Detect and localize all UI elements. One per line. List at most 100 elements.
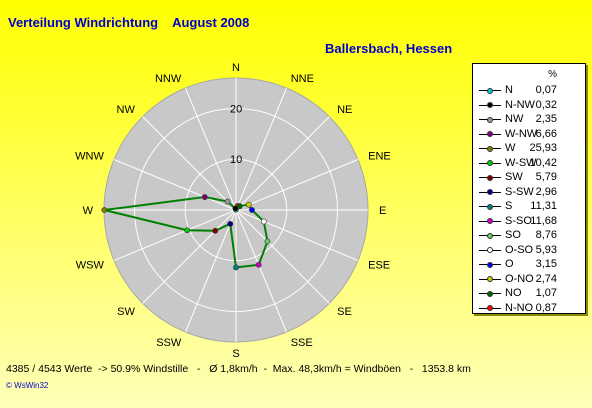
legend-entry: O-NO 2,74 [473, 272, 585, 287]
legend-entry: W-SW 10,42 [473, 156, 585, 171]
legend-label: O-NO [505, 272, 534, 285]
rose-direction-label: W [83, 205, 94, 217]
legend-label: SW [505, 171, 523, 183]
copyright-icon: © [6, 381, 12, 390]
credit-text: WsWin32 [14, 381, 49, 390]
legend-label: N-NO [505, 301, 534, 314]
legend-marker-icon [479, 243, 501, 258]
legend-value: 8,76 [535, 229, 557, 241]
rose-data-point [232, 205, 239, 212]
legend-value: 2,96 [535, 185, 557, 198]
legend-marker-icon [479, 83, 501, 98]
legend-value: 11,31 [530, 200, 557, 212]
rose-spoke [235, 209, 359, 261]
legend-value: 11,68 [530, 214, 557, 227]
rose-spoke [235, 209, 330, 304]
rose-direction-label: SSE [291, 337, 313, 349]
legend-marker-icon [479, 199, 501, 214]
rose-ring-tick-label: 20 [230, 103, 242, 115]
chart-subtitle: Ballersbach, Hessen [325, 41, 453, 56]
rose-spoke [235, 159, 359, 211]
rose-direction-label: SE [337, 306, 352, 318]
legend-value: 5,93 [535, 243, 557, 256]
rose-direction-label: SW [117, 306, 135, 318]
rose-spoke [113, 209, 237, 261]
legend-entry: N-NO 0,87 [473, 301, 585, 316]
rose-spoke [185, 209, 237, 333]
rose-spoke [142, 116, 237, 211]
legend-label: O-SO [505, 243, 534, 256]
legend-value: 3,15 [535, 258, 557, 270]
rose-ring [133, 107, 339, 313]
rose-data-point [255, 261, 262, 268]
footer-stats: 4385 / 4543 Werte -> 50.9% Windstille - … [6, 363, 471, 375]
rose-direction-label: ESE [368, 260, 390, 272]
legend-marker-icon [479, 272, 501, 287]
rose-data-point [101, 207, 108, 213]
legend-entry: S 11,31 [473, 199, 585, 214]
rose-direction-label: SSW [156, 337, 182, 349]
rose-data-point [201, 194, 208, 200]
legend-rows: N 0,07 N-NW 0,32 NW 2,35 W-NW 6,66 W 25,93 W-SW 10,… [473, 83, 585, 315]
rose-data-point [236, 203, 243, 210]
legend: % N 0,07 N-NW 0,32 NW 2,35 W-NW 6,66 W 25,93 W-SW 1… [472, 63, 586, 314]
rose-direction-label: E [379, 205, 386, 217]
rose-spoke [235, 116, 330, 211]
legend-marker-icon [479, 170, 501, 185]
rose-data-point [224, 198, 231, 205]
rose-data-point [260, 218, 267, 225]
rose-spoke [142, 209, 237, 304]
legend-label: SO [505, 229, 521, 241]
rose-ticks: 10 20 [230, 103, 242, 166]
legend-entry: SW 5,79 [473, 170, 585, 185]
rose-direction-label: NE [337, 104, 352, 116]
legend-label: O [505, 258, 514, 270]
legend-label: W-NW [505, 127, 538, 140]
legend-label: S-SW [505, 185, 534, 198]
rose-direction-label: NNE [291, 73, 314, 85]
legend-marker-icon [479, 257, 501, 272]
rose-spoke [185, 87, 237, 211]
rose-ring-tick-label: 10 [230, 154, 242, 166]
legend-value: 0,32 [535, 98, 557, 111]
legend-entry: W-NW 6,66 [473, 127, 585, 142]
rose-data-point [227, 220, 234, 227]
rose-direction-label: NW [117, 104, 136, 116]
legend-entry: NW 2,35 [473, 112, 585, 127]
legend-marker-icon [479, 141, 501, 156]
legend-value: 5,79 [535, 171, 557, 183]
legend-value: 2,74 [535, 272, 557, 285]
rose-series [101, 194, 271, 271]
legend-marker-icon [479, 185, 501, 200]
legend-entry: O 3,15 [473, 257, 585, 272]
legend-label: NW [505, 113, 524, 125]
rose-direction-label: WNW [75, 150, 104, 162]
rose-data-point [212, 227, 219, 234]
chart-title: Verteilung Windrichtung August 2008 [8, 15, 250, 30]
footer-credit: © WsWin32 [6, 381, 48, 390]
legend-label: S-SO [505, 214, 532, 227]
legend-label: W-SW [505, 156, 537, 169]
rose-direction-label: ENE [368, 150, 391, 162]
legend-entry: S-SW 2,96 [473, 185, 585, 200]
rose-direction-label: NNW [155, 73, 182, 85]
rose-direction-label: WSW [76, 260, 105, 272]
legend-label: N-NW [505, 98, 535, 111]
legend-marker-icon [479, 228, 501, 243]
legend-entry: N 0,07 [473, 83, 585, 98]
rose-direction-label: S [232, 348, 239, 360]
legend-entry: SO 8,76 [473, 228, 585, 243]
legend-label: NO [505, 287, 522, 299]
legend-marker-icon [479, 301, 501, 316]
legend-value: 2,35 [535, 113, 557, 125]
legend-entry: NO 1,07 [473, 286, 585, 301]
rose-spoke [235, 209, 287, 333]
rose-data-point [264, 238, 271, 245]
legend-value: 0,07 [535, 84, 557, 96]
legend-value: 1,07 [535, 287, 557, 299]
legend-entry: O-SO 5,93 [473, 243, 585, 258]
legend-unit: % [548, 69, 557, 80]
legend-value: 6,66 [535, 127, 557, 140]
rose-spoke [113, 159, 237, 211]
rose-direction-labels: N NNE NE ENE E ESE SE SSE S SSW SW WSW W WNW NW NNW [75, 62, 391, 360]
